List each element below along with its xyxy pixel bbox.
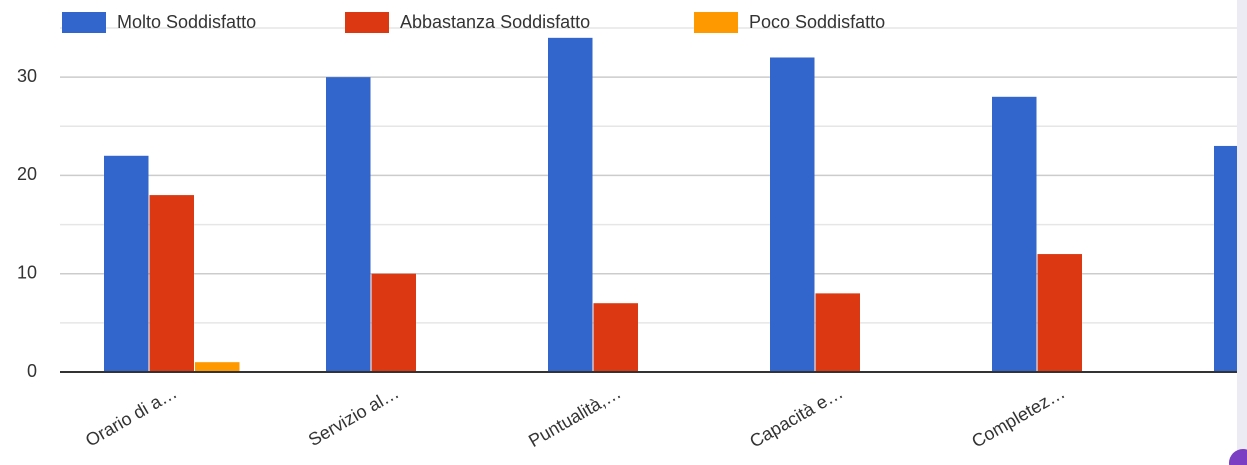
plot-area: 0 10 20 30 Orario di a… Servizio al… Puntualit… (17, 27, 1237, 452)
y-tick-label: 30 (17, 66, 37, 86)
bar (104, 155, 149, 372)
bar (548, 37, 593, 372)
legend-label: Abbastanza Soddisfatto (400, 12, 590, 32)
y-tick-label: 0 (27, 361, 37, 381)
legend-swatch (62, 12, 106, 33)
bar (992, 96, 1037, 373)
bar (1037, 254, 1082, 372)
x-tick-label: Servizio al… (305, 382, 402, 450)
y-tick-label: 20 (17, 164, 37, 184)
bar (770, 57, 815, 372)
legend-swatch (694, 12, 738, 33)
bar (326, 77, 371, 373)
scroll-edge (1237, 0, 1247, 465)
bar (1214, 145, 1237, 372)
bar (149, 195, 194, 372)
legend-label: Poco Soddisfatto (749, 12, 885, 32)
y-tick-label: 10 (17, 262, 37, 282)
corner-button[interactable] (1229, 449, 1247, 465)
x-tick-label: Puntualità,… (525, 382, 624, 451)
x-tick-label: Orario di a… (82, 382, 180, 450)
bar (371, 273, 416, 372)
x-tick-label: Completez… (968, 382, 1068, 451)
bar (815, 293, 860, 372)
bar (593, 303, 638, 372)
legend-label: Molto Soddisfatto (117, 12, 256, 32)
x-tick-label: Capacità e… (746, 382, 846, 451)
bar (195, 362, 240, 372)
legend-swatch (345, 12, 389, 33)
